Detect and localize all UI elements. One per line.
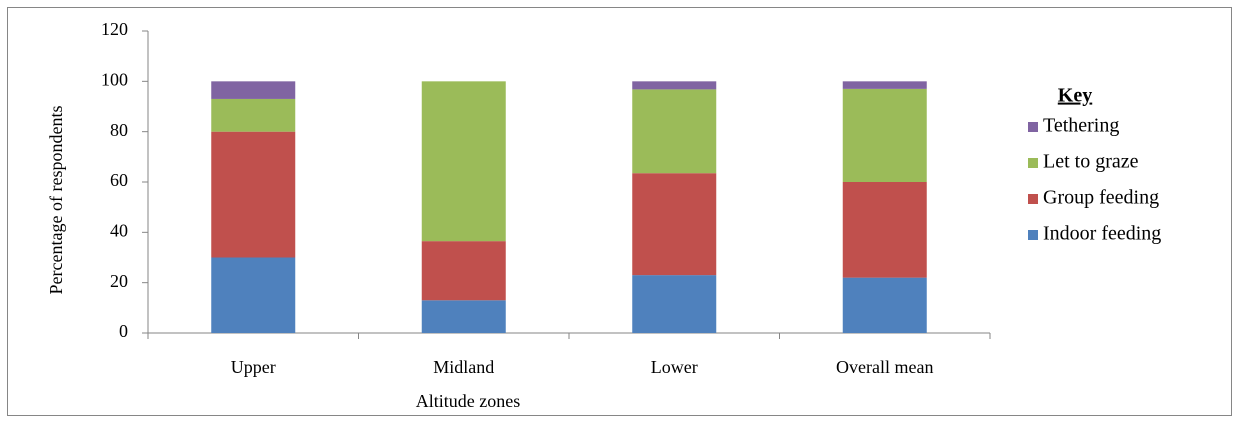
- y-tick-label: 80: [110, 120, 128, 140]
- legend-title: Key: [1058, 85, 1092, 107]
- bar-segment: [632, 81, 717, 90]
- x-tick-label: Lower: [651, 357, 698, 377]
- bar-segment: [842, 88, 927, 182]
- legend-swatch: [1028, 194, 1038, 204]
- bar-segment: [421, 300, 506, 333]
- x-axis-label: Altitude zones: [416, 391, 520, 411]
- bar-segment: [842, 182, 927, 278]
- x-tick-label: Upper: [231, 357, 276, 377]
- legend-label: Let to graze: [1043, 151, 1139, 173]
- bar-segment: [842, 81, 927, 89]
- legend-label: Tethering: [1043, 115, 1119, 137]
- y-tick-label: 100: [101, 69, 128, 89]
- bar-segment: [842, 277, 927, 333]
- x-tick-label: Overall mean: [836, 357, 933, 377]
- bar-segment: [632, 89, 717, 174]
- bar-segment: [211, 131, 296, 258]
- bar-segment: [421, 81, 506, 242]
- chart-border: [7, 7, 1232, 416]
- x-tick-label: Midland: [433, 357, 494, 377]
- y-tick-label: 0: [119, 321, 128, 341]
- legend-label: Group feeding: [1043, 187, 1159, 209]
- legend-swatch: [1028, 158, 1038, 168]
- legend-swatch: [1028, 122, 1038, 132]
- y-tick-label: 60: [110, 170, 128, 190]
- bar-segment: [632, 275, 717, 333]
- legend-label: Indoor feeding: [1043, 223, 1161, 245]
- bar-segment: [211, 81, 296, 99]
- bar-segment: [211, 98, 296, 132]
- y-axis-label: Percentage of respondents: [46, 106, 66, 295]
- y-tick-label: 40: [110, 220, 128, 240]
- y-tick-label: 120: [101, 19, 128, 39]
- legend-swatch: [1028, 230, 1038, 240]
- bar-segment: [421, 241, 506, 301]
- y-tick-label: 20: [110, 271, 128, 291]
- bar-segment: [211, 257, 296, 333]
- bar-segment: [632, 173, 717, 276]
